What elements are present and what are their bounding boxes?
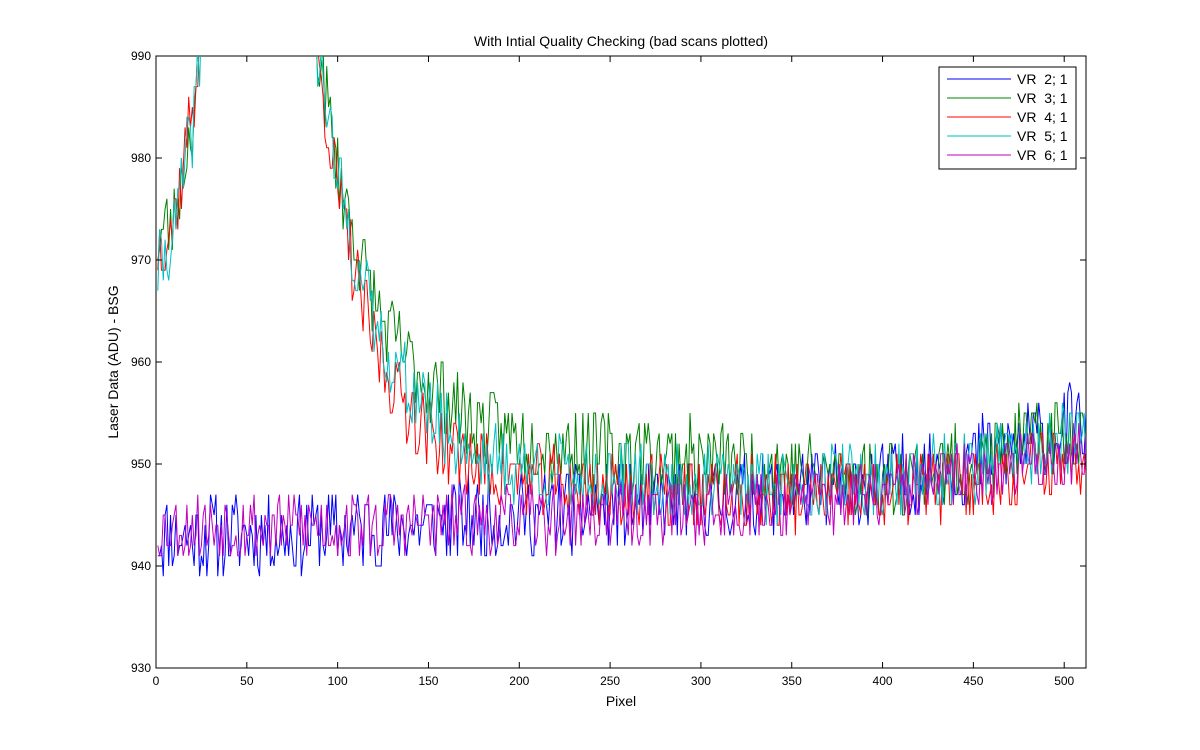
x-tick-label: 100 — [328, 674, 348, 688]
y-tick-label: 980 — [131, 151, 151, 165]
y-tick-label: 940 — [131, 559, 151, 573]
series-line-5 — [157, 423, 1086, 557]
legend-label-4: VR 5; 1 — [1017, 128, 1068, 144]
chart-title: With Intial Quality Checking (bad scans … — [474, 33, 768, 49]
y-tick-label: 930 — [131, 661, 151, 675]
x-tick-label: 0 — [153, 674, 160, 688]
y-tick-label: 950 — [131, 457, 151, 471]
legend-box — [938, 66, 1077, 170]
legend-label-1: VR 2; 1 — [1017, 71, 1068, 87]
legend-label-5: VR 6; 1 — [1017, 147, 1068, 163]
x-tick-label: 450 — [963, 674, 983, 688]
x-tick-label: 300 — [691, 674, 711, 688]
series-line-4 — [157, 56, 1086, 526]
ticks-layer: 0 50 100 150 200 250 300 350 400 450 500 930 940 950 9… — [131, 49, 1086, 688]
y-tick-label: 990 — [131, 49, 151, 63]
y-tick-label: 970 — [131, 253, 151, 267]
x-tick-label: 500 — [1054, 674, 1074, 688]
legend-label-3: VR 4; 1 — [1017, 109, 1068, 125]
x-tick-label: 250 — [600, 674, 620, 688]
x-axis-label: Pixel — [606, 693, 636, 709]
x-tick-label: 150 — [418, 674, 438, 688]
x-tick-label: 50 — [240, 674, 254, 688]
x-tick-label: 350 — [782, 674, 802, 688]
x-tick-label: 200 — [509, 674, 529, 688]
y-axis-label: Laser Data (ADU) - BSG — [105, 285, 121, 438]
y-tick-label: 960 — [131, 355, 151, 369]
legend-label-2: VR 3; 1 — [1017, 90, 1068, 106]
plot-area — [155, 55, 1087, 669]
series-layer — [157, 56, 1086, 577]
x-tick-label: 400 — [873, 674, 893, 688]
legend: VR 2; 1 VR 3; 1 VR 4; 1 VR 5; 1 VR 6; 1 — [938, 66, 1077, 170]
